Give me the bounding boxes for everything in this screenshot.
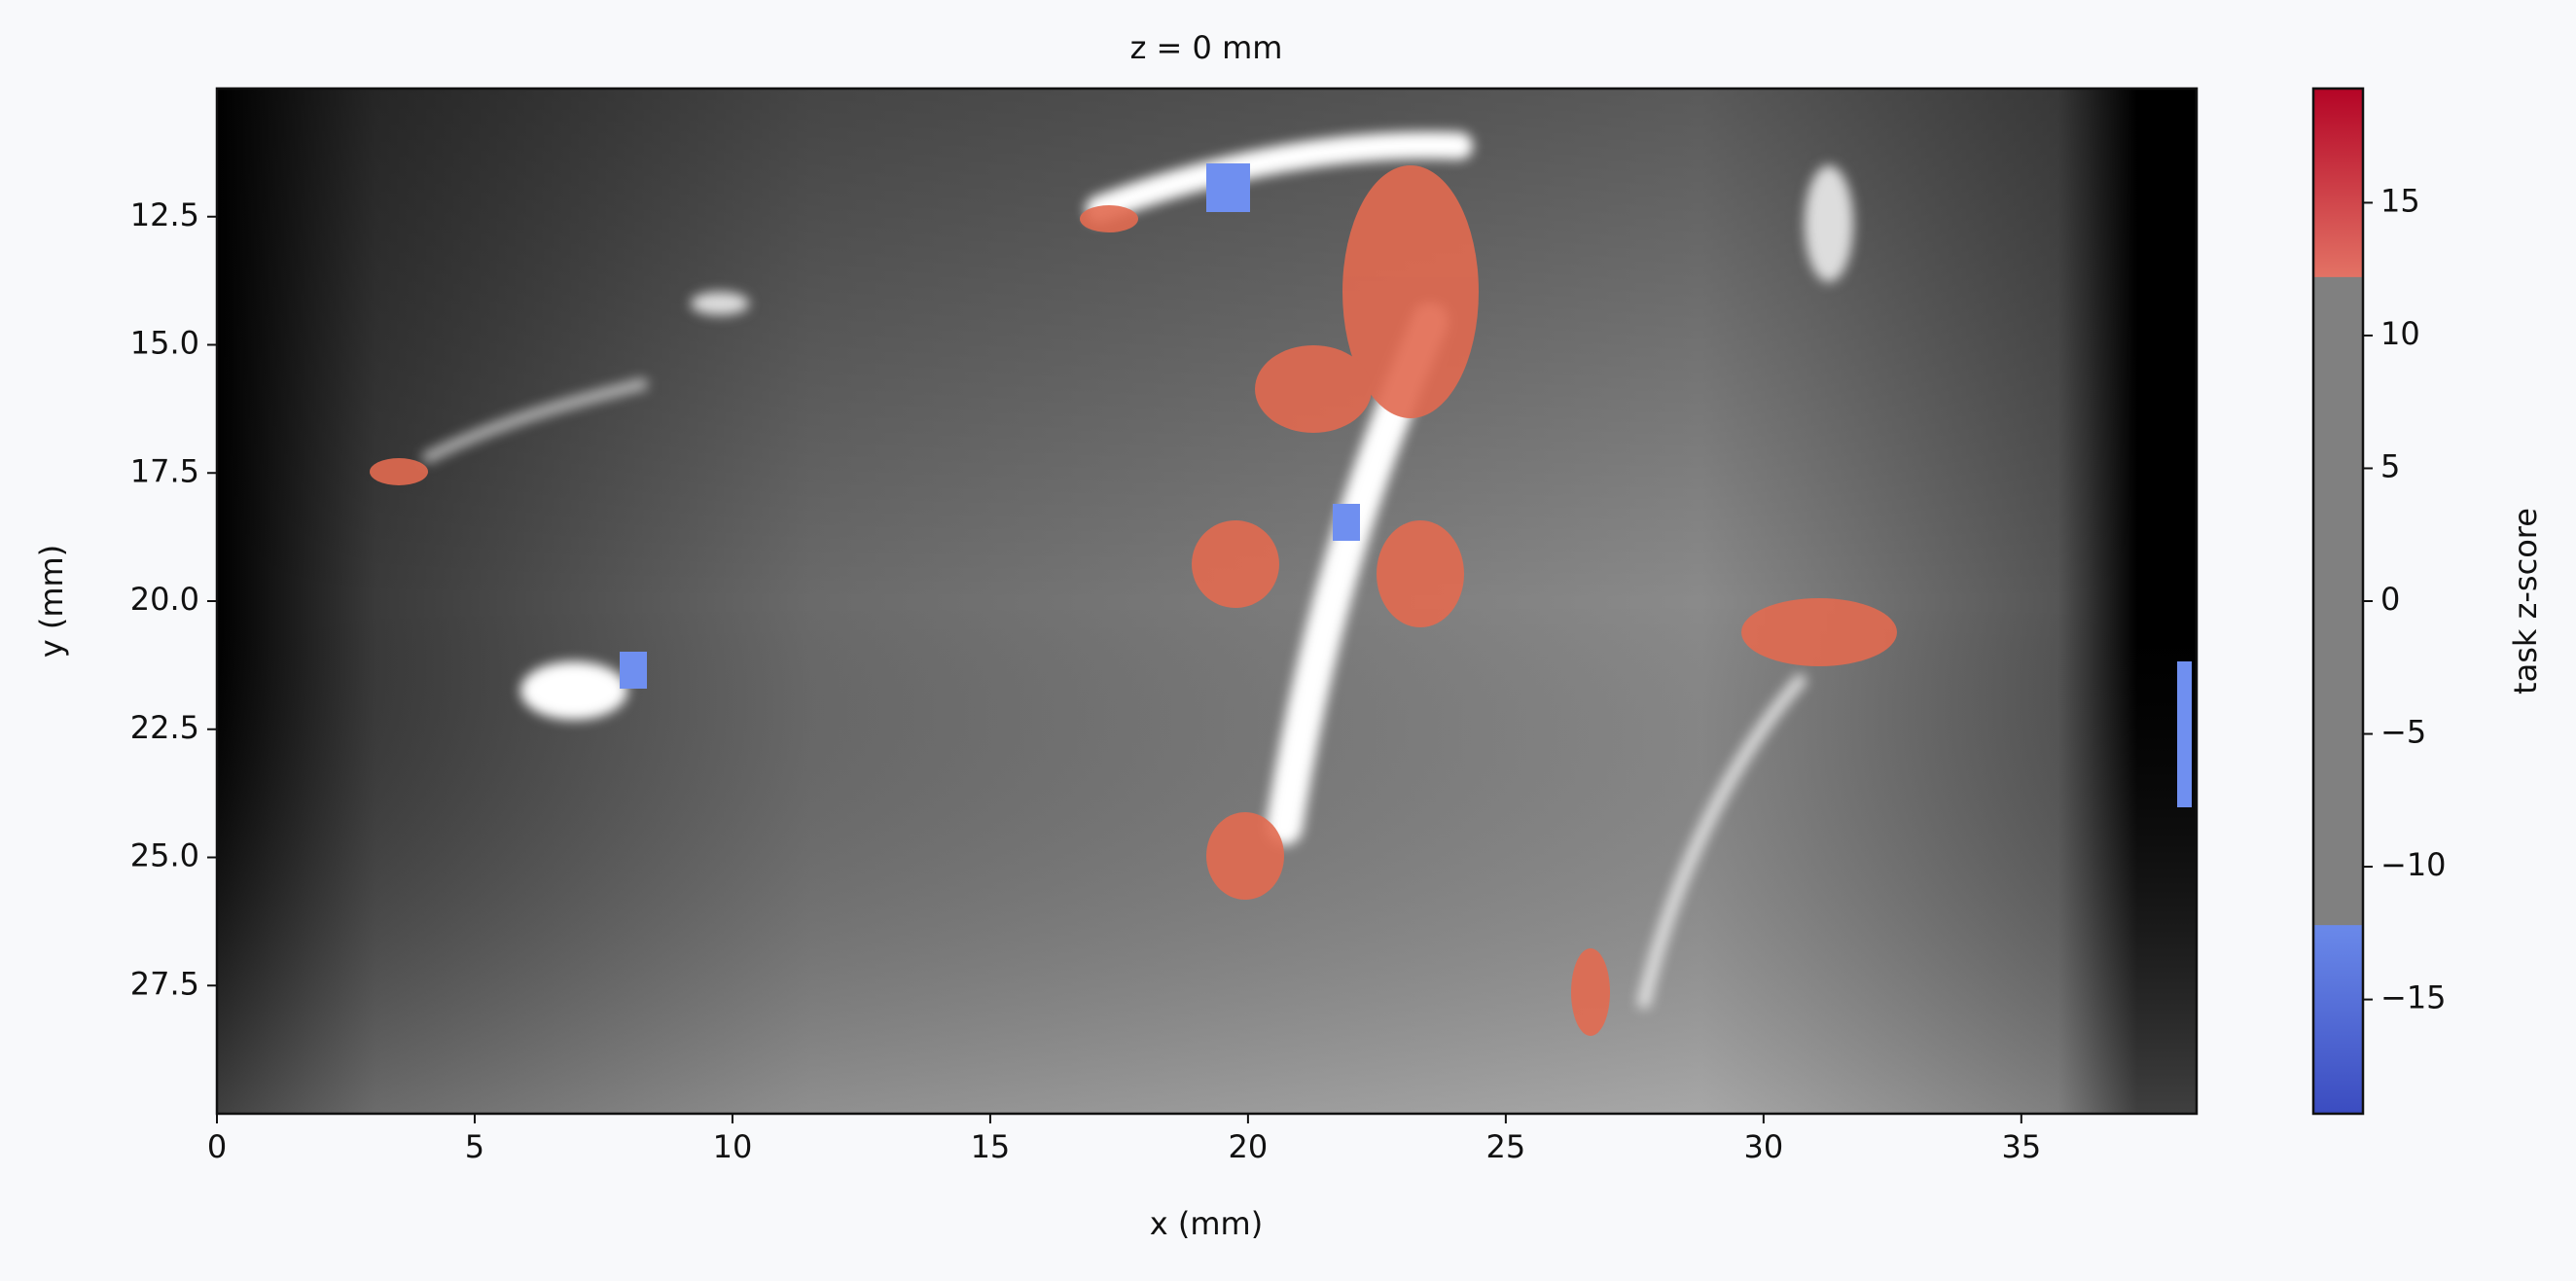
colorbar-tick-label: −15 — [2380, 979, 2447, 1016]
y-axis-label: y (mm) — [33, 545, 70, 658]
overlay-decoration — [620, 163, 2192, 807]
colorbar-tick-label: −10 — [2380, 846, 2447, 883]
anatomy-image — [217, 89, 2197, 1114]
colorbar-tick-label: 0 — [2380, 581, 2400, 618]
x-tick-label: 20 — [1229, 1128, 1269, 1165]
x-tick-label: 25 — [1486, 1128, 1526, 1165]
x-tick-label: 0 — [207, 1128, 227, 1165]
x-tick-label: 30 — [1743, 1128, 1783, 1165]
y-tick-label: 22.5 — [130, 709, 199, 746]
x-tick-label: 35 — [2001, 1128, 2041, 1165]
overlay-decoration — [370, 165, 1897, 1036]
colorbar-threshold — [2313, 276, 2363, 926]
colorbar-tick-label: −5 — [2380, 714, 2426, 751]
chart-title: z = 0 mm — [1130, 29, 1283, 66]
colorbar-tick-label: 10 — [2380, 315, 2420, 352]
colorbar-tick-label: 5 — [2380, 447, 2400, 484]
y-tick-label: 25.0 — [130, 837, 199, 874]
y-tick-label: 17.5 — [130, 452, 199, 489]
x-axis-label: x (mm) — [1150, 1205, 1263, 1242]
x-tick-label: 5 — [465, 1128, 484, 1165]
colorbar-tick-label: 15 — [2380, 182, 2420, 219]
y-tick-label: 20.0 — [130, 581, 199, 618]
x-tick-label: 15 — [971, 1128, 1011, 1165]
colorbar-label: task z-score — [2507, 508, 2544, 694]
x-tick-label: 10 — [713, 1128, 753, 1165]
y-tick-label: 12.5 — [130, 196, 199, 233]
y-tick-label: 15.0 — [130, 325, 199, 362]
y-tick-label: 27.5 — [130, 965, 199, 1002]
